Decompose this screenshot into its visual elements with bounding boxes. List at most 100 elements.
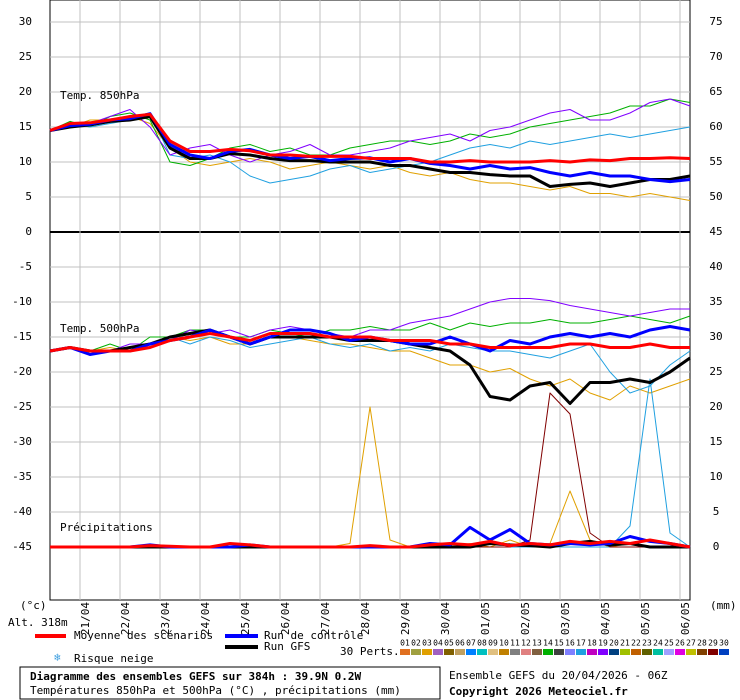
legend-label: Run GFS	[264, 640, 310, 653]
perturbation-label: 26	[675, 639, 685, 648]
perturbation-line	[49, 315, 691, 352]
perturbation-swatch	[675, 649, 685, 655]
x-tick-label: 23/04	[159, 602, 172, 635]
perturbation-swatch	[653, 649, 663, 655]
panel-label: Temp. 850hPa	[60, 89, 139, 102]
copyright: Copyright 2026 Meteociel.fr	[449, 685, 628, 698]
perturbation-swatch	[499, 649, 509, 655]
perturbation-swatch	[598, 649, 608, 655]
snow-label: Risque neige	[74, 652, 153, 665]
series-line	[49, 112, 691, 164]
perturbation-swatch	[554, 649, 564, 655]
y2-tick-label: 75	[709, 15, 722, 28]
perturbation-line	[49, 98, 691, 163]
y3-tick-label: 20	[709, 400, 722, 413]
y-tick-label: 0	[25, 225, 32, 238]
perturbation-label: 19	[598, 639, 608, 648]
perturbation-swatch	[455, 649, 465, 655]
y2-tick-label: 70	[709, 50, 722, 63]
perturbation-label: 18	[587, 639, 597, 648]
perturbation-swatch	[466, 649, 476, 655]
perturbation-swatch	[708, 649, 718, 655]
y-tick-label: -20	[12, 365, 32, 378]
perturbation-swatch	[422, 649, 432, 655]
x-tick-label: 27/04	[319, 602, 332, 635]
perturbation-label: 14	[543, 639, 553, 648]
perturbation-label: 01	[400, 639, 410, 648]
perturbation-label: 22	[631, 639, 641, 648]
perturbation-label: 30	[719, 639, 729, 648]
perts-label: 30 Perts.	[340, 645, 400, 658]
perturbation-label: 09	[488, 639, 498, 648]
y-tick-label: 30	[19, 15, 32, 28]
perturbation-swatch	[664, 649, 674, 655]
title: Diagramme des ensembles GEFS sur 384h : …	[30, 670, 362, 683]
perturbation-label: 28	[697, 639, 707, 648]
snow-icon: ❄	[54, 651, 61, 664]
perturbation-swatch	[400, 649, 410, 655]
x-tick-label: 28/04	[359, 602, 372, 635]
perturbation-label: 13	[532, 639, 542, 648]
perturbation-swatch	[686, 649, 696, 655]
y-tick-label: -30	[12, 435, 32, 448]
x-tick-label: 24/04	[199, 602, 212, 635]
y-tick-label: -25	[12, 400, 32, 413]
perturbation-label: 04	[433, 639, 443, 648]
perturbation-swatch	[521, 649, 531, 655]
perturbation-swatch	[642, 649, 652, 655]
perturbation-line	[49, 98, 691, 166]
x-tick-label: 29/04	[399, 602, 412, 635]
y-tick-label: 10	[19, 155, 32, 168]
perturbation-label: 23	[642, 639, 652, 648]
panel-label: Temp. 500hPa	[60, 322, 139, 335]
x-tick-label: 06/05	[679, 602, 692, 635]
perturbation-label: 11	[510, 639, 520, 648]
y-tick-label: -45	[12, 540, 32, 553]
perturbation-label: 20	[609, 639, 619, 648]
perturbation-swatch	[444, 649, 454, 655]
y2-tick-label: 50	[709, 190, 722, 203]
x-tick-label: 04/05	[599, 602, 612, 635]
y-tick-label: -35	[12, 470, 32, 483]
y3-tick-label: 45	[709, 225, 722, 238]
perturbation-swatch	[510, 649, 520, 655]
altitude: Alt. 318m	[8, 616, 68, 629]
perturbation-label: 03	[422, 639, 432, 648]
lines	[49, 98, 691, 549]
y2-tick-label: 65	[709, 85, 722, 98]
y-tick-label: 25	[19, 50, 32, 63]
y3-tick-label: 25	[709, 365, 722, 378]
y-tick-label: 15	[19, 120, 32, 133]
perturbation-swatch	[488, 649, 498, 655]
perturbation-swatch	[697, 649, 707, 655]
perturbation-legend: 01 02 03 04 05 06 07 08 09 10 11 12 13 14 15 16 17 18 19 20…	[400, 639, 729, 655]
perturbation-swatch	[433, 649, 443, 655]
y2-tick-label: 55	[709, 155, 722, 168]
plot-frame	[49, 0, 691, 601]
perturbation-line	[49, 116, 691, 201]
perturbation-label: 16	[565, 639, 575, 648]
perturbation-label: 12	[521, 639, 531, 648]
x-tick-label: 05/05	[639, 602, 652, 635]
perturbation-swatch	[719, 649, 729, 655]
perturbation-swatch	[609, 649, 619, 655]
legend-label: Run de contrôle	[264, 629, 363, 642]
y3-tick-label: 15	[709, 435, 722, 448]
x-tick-label: 02/05	[519, 602, 532, 635]
x-tick-label: 03/05	[559, 602, 572, 635]
perturbation-line	[49, 298, 690, 352]
y-tick-label: -40	[12, 505, 32, 518]
perturbation-swatch	[576, 649, 586, 655]
x-tick-label: 01/05	[479, 602, 492, 635]
series-line	[50, 538, 691, 549]
y3-tick-label: 0	[713, 540, 720, 553]
perturbation-swatch	[532, 649, 542, 655]
y3-tick-label: 30	[709, 330, 722, 343]
perturbation-label: 21	[620, 639, 630, 648]
x-tick-label: 25/04	[239, 602, 252, 635]
y3-tick-label: 35	[709, 295, 722, 308]
perturbation-label: 07	[466, 639, 476, 648]
perturbation-label: 25	[664, 639, 674, 648]
perturbation-swatch	[543, 649, 553, 655]
